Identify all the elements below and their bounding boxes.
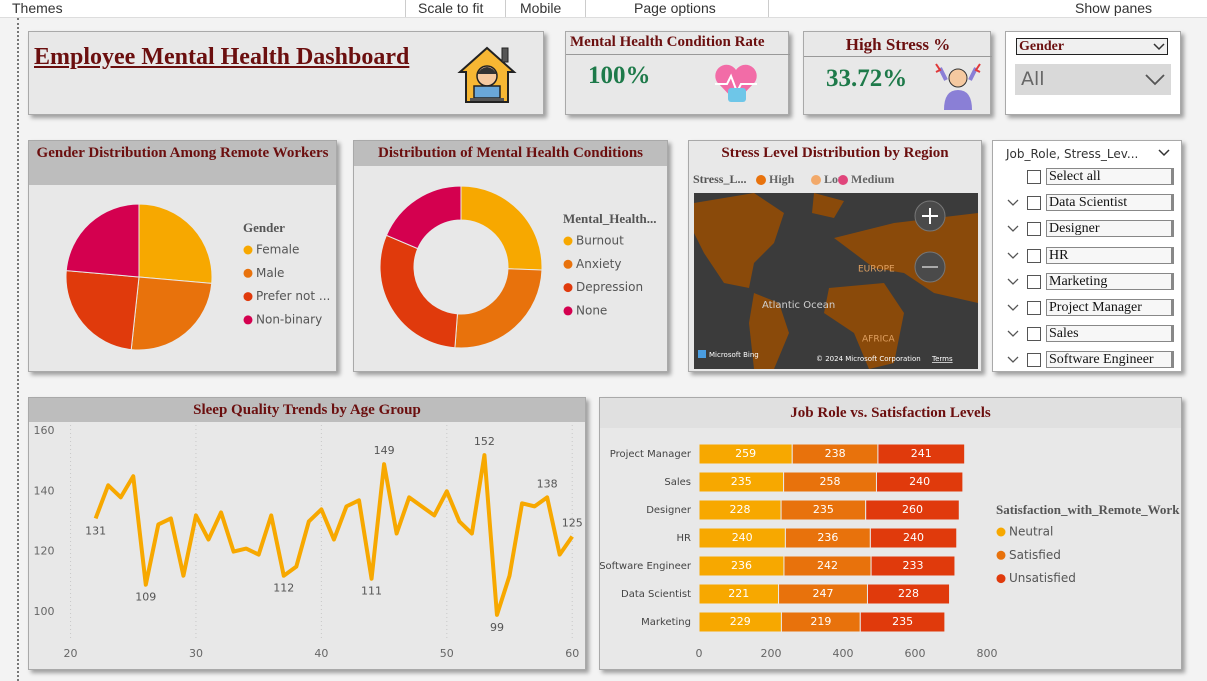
slicer-label: Gender (1019, 39, 1065, 54)
checkbox[interactable] (1027, 301, 1041, 315)
checkbox[interactable] (1027, 274, 1041, 289)
checkbox[interactable] (1027, 327, 1041, 342)
divider (804, 56, 992, 57)
toolbar-item[interactable]: Mobile (520, 0, 562, 16)
canvas-border (17, 18, 19, 681)
card-title: High Stress % (845, 35, 951, 54)
map: Atlantic Ocean EUROPE AFRICA Microsoft B… (694, 193, 978, 369)
attribution: © 2024 Microsoft Corporation (816, 355, 921, 363)
chevron (1153, 43, 1165, 51)
map-title: Stress Level Distribution by Region (689, 141, 981, 166)
toolbar (0, 0, 1207, 18)
bar-panel: Job Role vs. Satisfaction Levels (599, 397, 1182, 670)
card-value: 100% (588, 62, 651, 89)
house-icon (457, 46, 517, 103)
toolbar-item[interactable]: Page options (634, 0, 716, 16)
map-label: Atlantic Ocean (762, 300, 835, 311)
card-icon (935, 63, 981, 110)
toolbar-item[interactable]: Themes (12, 0, 63, 16)
chevron (1158, 149, 1170, 157)
map-label: AFRICA (862, 335, 896, 345)
card-icon (715, 64, 757, 102)
kpi-card: High Stress % 33.72% (803, 31, 992, 115)
dashboard-title: Employee Mental Health Dashboard (34, 44, 410, 70)
checkbox[interactable] (1027, 222, 1041, 237)
separator (768, 0, 769, 17)
expand-chevron[interactable] (1007, 252, 1019, 260)
slicer-dropdown[interactable]: All (1015, 64, 1171, 95)
slicer-header[interactable]: Gender (1016, 38, 1168, 55)
expand-chevron[interactable] (1007, 304, 1019, 312)
expand-chevron[interactable] (1007, 330, 1019, 338)
donut-panel: Distribution of Mental Health Conditions (353, 140, 668, 372)
chart-title: Sleep Quality Trends by Age Group (29, 398, 585, 422)
slicer-item[interactable]: Project Manager (1046, 299, 1174, 316)
card-title: Mental Health Condition Rate (570, 34, 765, 50)
slicer-item[interactable]: Designer (1046, 220, 1174, 238)
slicer-value: All (1021, 68, 1045, 90)
slicer-item[interactable]: Select all (1046, 168, 1174, 185)
slicer-item[interactable]: Software Engineer (1046, 351, 1174, 369)
slicer-title: Job_Role, Stress_Lev... (1006, 147, 1139, 161)
checkbox[interactable] (1027, 196, 1041, 211)
map-label: EUROPE (858, 265, 895, 275)
expand-chevron[interactable] (1007, 278, 1019, 286)
separator (505, 0, 506, 17)
checkbox[interactable] (1027, 248, 1041, 263)
chart-title: Gender Distribution Among Remote Workers (29, 141, 336, 185)
chevron (1145, 74, 1165, 86)
chart-title: Job Role vs. Satisfaction Levels (600, 398, 1181, 428)
attribution[interactable]: Terms (931, 355, 953, 363)
slicer-item[interactable]: HR (1046, 246, 1174, 264)
slicer-item[interactable]: Data Scientist (1046, 194, 1174, 212)
pie-panel: Gender Distribution Among Remote Workers (28, 140, 337, 372)
kpi-card: Mental Health Condition Rate 100% (565, 31, 790, 115)
gender-slicer: Gender All (1005, 31, 1181, 115)
toolbar-item[interactable]: Show panes (1075, 0, 1153, 16)
slicer-item[interactable]: Marketing (1046, 272, 1174, 290)
expand-chevron[interactable] (1007, 199, 1019, 207)
separator (585, 0, 586, 17)
toolbar-item[interactable]: Scale to fit (418, 0, 484, 16)
chart-title: Distribution of Mental Health Conditions (354, 141, 667, 166)
line-panel: Sleep Quality Trends by Age Group (28, 397, 586, 670)
checkbox[interactable] (1027, 353, 1041, 368)
role-slicer: Job_Role, Stress_Lev... Select all Data S… (992, 140, 1182, 372)
expand-chevron[interactable] (1007, 225, 1019, 233)
title-panel: Employee Mental Health Dashboard (28, 31, 544, 115)
expand-chevron[interactable] (1007, 356, 1019, 364)
card-value: 33.72% (826, 65, 908, 92)
map-panel: Stress Level Distribution by Region Atla… (688, 140, 982, 372)
divider (566, 54, 790, 55)
slicer-item[interactable]: Sales (1046, 325, 1174, 343)
checkbox[interactable] (1027, 170, 1041, 184)
separator (405, 0, 406, 17)
attribution: Microsoft Bing (709, 351, 759, 359)
